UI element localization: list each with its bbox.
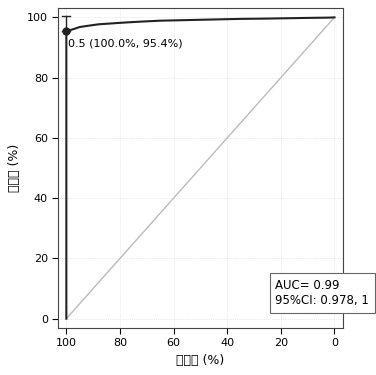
Text: AUC= 0.99
95%CI: 0.978, 1: AUC= 0.99 95%CI: 0.978, 1 — [276, 279, 369, 307]
X-axis label: 特异度 (%): 特异度 (%) — [176, 354, 224, 367]
Text: 0.5 (100.0%, 95.4%): 0.5 (100.0%, 95.4%) — [68, 39, 182, 49]
Y-axis label: 灵敏度 (%): 灵敏度 (%) — [8, 144, 21, 192]
